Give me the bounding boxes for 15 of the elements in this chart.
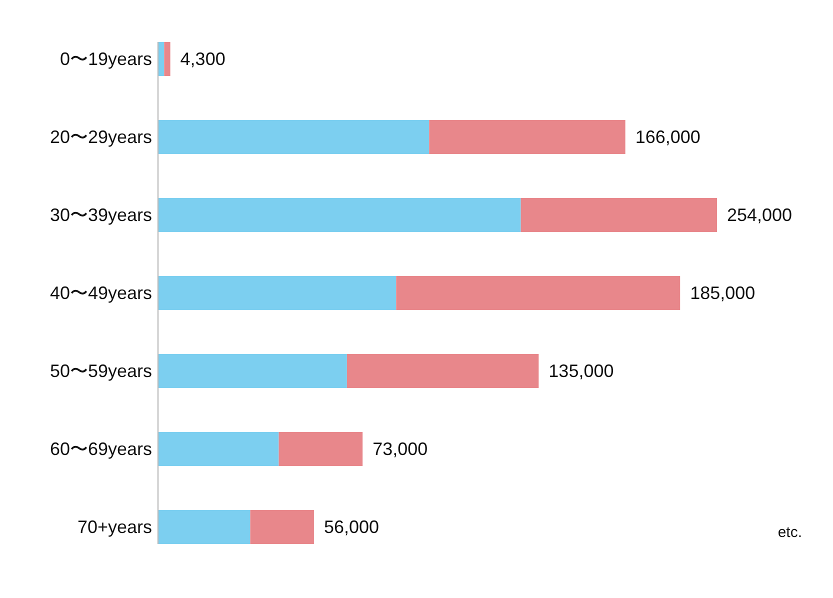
annotation: 56,000	[324, 517, 380, 537]
y-tick-label: 30〜39years	[50, 205, 152, 225]
annotation: 185,000	[690, 283, 756, 303]
y-tick-label: 40〜49years	[50, 283, 152, 303]
text: etc.	[778, 524, 802, 541]
y-tick-label: 20〜29years	[50, 127, 152, 147]
annotation: 4,300	[180, 49, 226, 69]
y-tick-label: 70+years	[77, 517, 152, 537]
y-tick-label: 0〜19years	[60, 49, 152, 69]
annotation: 73,000	[372, 439, 428, 459]
annotation: 166,000	[635, 127, 700, 147]
annotation: 254,000	[727, 205, 792, 225]
annotation: 135,000	[548, 361, 614, 381]
y-tick-label: 60〜69years	[50, 439, 152, 459]
y-tick-label: 50〜59years	[50, 361, 152, 381]
